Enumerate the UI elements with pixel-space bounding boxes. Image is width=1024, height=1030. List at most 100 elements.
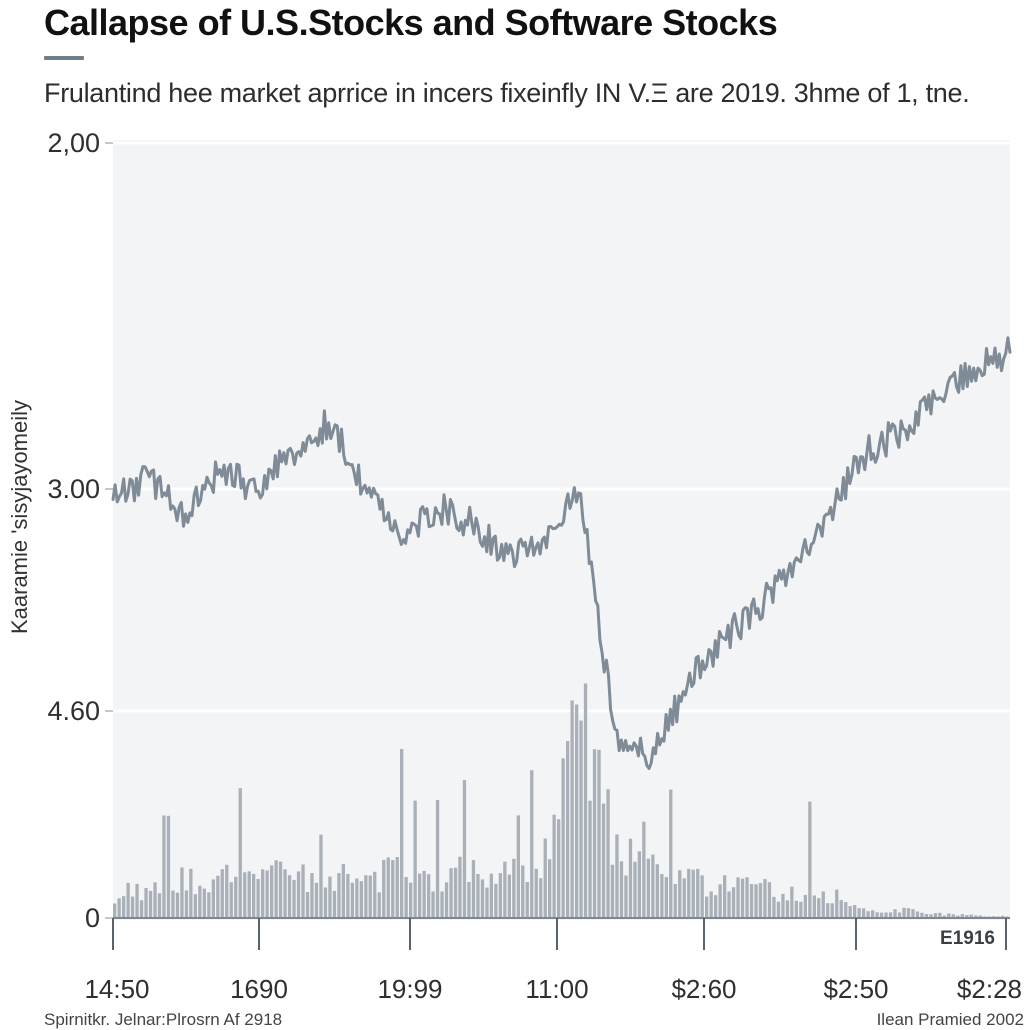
volume-bar xyxy=(597,749,601,918)
volume-bar xyxy=(525,882,529,918)
volume-bar xyxy=(655,864,659,918)
volume-bar xyxy=(117,898,121,918)
volume-bar xyxy=(790,886,794,918)
volume-bar xyxy=(346,873,350,918)
volume-bar xyxy=(310,873,314,918)
volume-bar xyxy=(364,875,368,918)
volume-bar xyxy=(669,789,673,918)
volume-bar xyxy=(978,915,982,918)
x-tick-label: $2:50 xyxy=(823,974,888,1004)
volume-bar xyxy=(162,815,166,918)
volume-bar xyxy=(382,859,386,918)
volume-bar xyxy=(974,915,978,918)
volume-bar xyxy=(126,882,130,918)
volume-bar xyxy=(171,890,175,918)
volume-bar xyxy=(256,879,260,918)
volume-bar xyxy=(826,903,830,918)
volume-bar xyxy=(772,896,776,918)
volume-bar xyxy=(211,879,215,918)
volume-bar xyxy=(583,683,588,918)
volume-bar xyxy=(579,720,583,918)
volume-bar xyxy=(628,838,633,918)
volume-bar xyxy=(301,864,305,918)
volume-bar xyxy=(920,912,924,918)
volume-bar xyxy=(938,912,942,918)
volume-bar xyxy=(758,883,763,918)
x-tick-label: 1690 xyxy=(230,974,288,1004)
volume-bar xyxy=(377,892,381,918)
volume-bar xyxy=(521,865,525,918)
volume-bar xyxy=(615,834,619,918)
volume-bar xyxy=(166,815,171,918)
y-tick-label: 0 xyxy=(85,903,100,933)
volume-bar xyxy=(489,873,493,918)
volume-bar xyxy=(368,875,372,918)
y-axis-ticks: 2,00 3.00 4.60 0 xyxy=(47,128,113,933)
y-tick-label: 2,00 xyxy=(47,128,100,158)
volume-bar xyxy=(467,882,471,918)
volume-bar xyxy=(812,895,816,918)
volume-bar xyxy=(646,858,650,918)
volume-bar xyxy=(929,914,933,918)
volume-bar xyxy=(902,907,906,918)
volume-bar xyxy=(714,895,718,918)
volume-bar xyxy=(857,908,861,918)
volume-bar xyxy=(539,878,543,918)
volume-bar xyxy=(350,882,354,918)
volume-bar xyxy=(848,906,852,918)
volume-bar xyxy=(754,884,758,918)
volume-bar xyxy=(220,869,224,918)
volume-bar xyxy=(575,704,579,918)
volume-bar xyxy=(247,871,251,918)
volume-bar xyxy=(198,885,202,918)
volume-bar xyxy=(359,881,363,918)
price-series-line xyxy=(111,336,1012,770)
volume-bar xyxy=(942,915,946,918)
volume-bar xyxy=(619,861,624,918)
annotation-label: E1916 xyxy=(940,928,995,949)
volume-bar xyxy=(888,912,893,918)
volume-bar xyxy=(135,883,139,918)
volume-bar xyxy=(113,903,117,918)
volume-bar xyxy=(566,741,570,918)
volume-bar xyxy=(265,870,269,918)
volume-bar xyxy=(960,914,964,918)
x-tick-label: $2:60 xyxy=(671,974,736,1004)
volume-bar xyxy=(718,884,722,918)
volume-bar xyxy=(781,893,785,918)
volume-bar xyxy=(606,789,610,918)
volume-bar xyxy=(660,874,664,918)
volume-bar xyxy=(373,871,377,918)
volume-bar xyxy=(965,915,969,918)
volume-bar xyxy=(723,875,727,918)
volume-bar xyxy=(794,900,798,918)
volume-bar xyxy=(687,868,691,918)
volume-bar xyxy=(319,834,323,918)
volume-bar xyxy=(512,858,516,918)
volume-bar xyxy=(498,873,502,918)
volume-bar xyxy=(202,888,206,918)
volume-bar xyxy=(817,898,821,918)
volume-bar xyxy=(413,800,417,918)
volume-bar xyxy=(557,819,561,918)
volume-bar xyxy=(207,892,211,918)
volume-bar xyxy=(830,903,834,918)
volume-bar xyxy=(283,869,287,918)
volume-bar xyxy=(651,854,655,918)
volume-bar xyxy=(395,857,399,918)
chart-title: Callapse of U.S.Stocks and Software Stoc… xyxy=(44,2,778,43)
volume-bar xyxy=(736,877,740,918)
volume-bar xyxy=(763,879,767,918)
volume-bar xyxy=(709,891,713,918)
volume-bar xyxy=(552,814,556,918)
volume-bar xyxy=(274,860,278,918)
volume-bar xyxy=(216,875,220,918)
volume-bar xyxy=(731,887,736,918)
volume-bar xyxy=(391,860,395,918)
chart-subtitle: Frulantind hee market aprrice in incers … xyxy=(44,78,970,108)
volume-bar xyxy=(682,878,686,918)
volume-bar xyxy=(821,891,825,918)
volume-bar xyxy=(610,864,615,918)
volume-bar xyxy=(1001,915,1005,918)
x-tick-label: 19:99 xyxy=(377,974,442,1004)
